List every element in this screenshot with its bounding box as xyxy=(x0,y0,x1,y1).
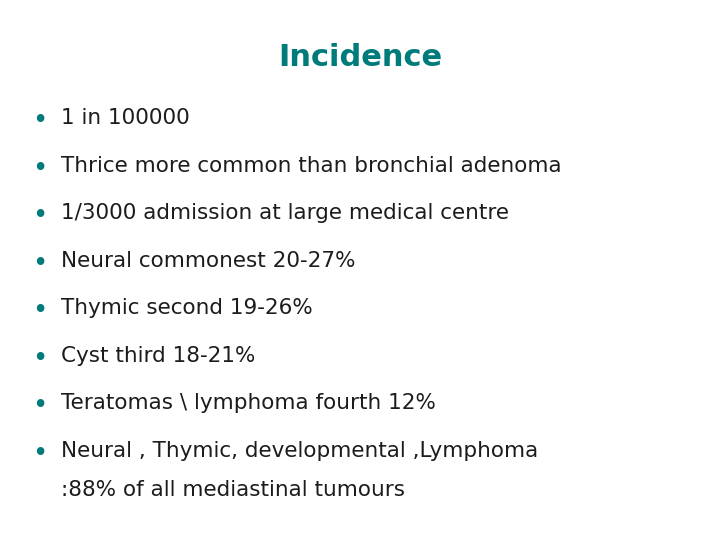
Text: :88% of all mediastinal tumours: :88% of all mediastinal tumours xyxy=(61,480,405,500)
Text: Neural commonest 20-27%: Neural commonest 20-27% xyxy=(61,251,356,271)
Text: •: • xyxy=(32,203,48,229)
Text: •: • xyxy=(32,393,48,419)
Text: •: • xyxy=(32,156,48,181)
Text: •: • xyxy=(32,251,48,276)
Text: •: • xyxy=(32,298,48,324)
Text: Neural , Thymic, developmental ,Lymphoma: Neural , Thymic, developmental ,Lymphoma xyxy=(61,441,539,461)
Text: •: • xyxy=(32,108,48,134)
Text: 1/3000 admission at large medical centre: 1/3000 admission at large medical centre xyxy=(61,203,509,223)
Text: Cyst third 18-21%: Cyst third 18-21% xyxy=(61,346,256,366)
Text: Teratomas \ lymphoma fourth 12%: Teratomas \ lymphoma fourth 12% xyxy=(61,393,436,413)
Text: •: • xyxy=(32,346,48,372)
Text: •: • xyxy=(32,441,48,467)
Text: Incidence: Incidence xyxy=(278,43,442,72)
Text: 1 in 100000: 1 in 100000 xyxy=(61,108,190,128)
Text: Thrice more common than bronchial adenoma: Thrice more common than bronchial adenom… xyxy=(61,156,562,176)
Text: Thymic second 19-26%: Thymic second 19-26% xyxy=(61,298,313,318)
